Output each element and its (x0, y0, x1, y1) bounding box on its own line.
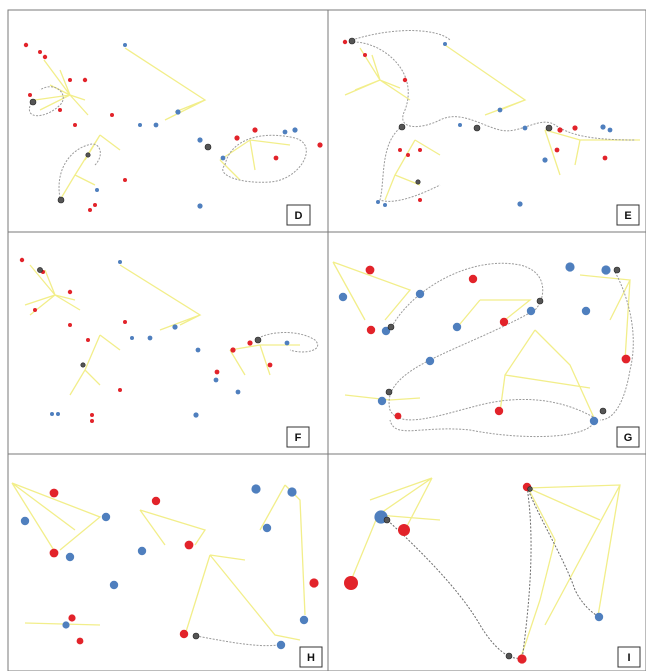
panel-e-agents (348, 37, 553, 185)
panel-e-label-box (616, 204, 640, 226)
panel-h-routes (195, 635, 279, 647)
panel-h-agents (192, 632, 200, 640)
panel-g-label: G (624, 432, 633, 444)
panel-h: H (7, 453, 329, 671)
panel-i-agents (383, 486, 533, 660)
panel-d-frame (7, 9, 329, 233)
panel-g-agents (385, 266, 621, 415)
panel-g-nodes (338, 262, 631, 426)
panel-e: E (327, 9, 646, 233)
panel-h-nodes (20, 484, 319, 650)
panel-e-label: E (624, 210, 631, 222)
panel-i-label-box (617, 646, 641, 668)
panel-i-frame (327, 453, 646, 671)
panel-g-edges (332, 261, 632, 421)
panel-g-routes (388, 262, 634, 438)
panel-d-nodes (23, 42, 323, 212)
panel-f-label-box (286, 426, 310, 448)
panel-h-label: H (307, 652, 315, 664)
panel-f-routes (254, 332, 318, 353)
panel-e-frame (327, 9, 646, 233)
panel-i: I (327, 453, 646, 671)
panel-g-frame (327, 231, 646, 455)
panel-d-edges (34, 47, 291, 201)
panel-f: F (7, 231, 329, 455)
panel-i-routes (384, 486, 599, 661)
panel-g: G (327, 231, 646, 455)
panel-d-agents (29, 98, 212, 204)
panel-d-routes (28, 86, 307, 199)
panel-f-label: F (295, 432, 302, 444)
panel-d: D (7, 9, 329, 233)
panel-e-nodes (342, 39, 613, 207)
panel-f-agents (37, 267, 262, 368)
panel-g-label-box (616, 426, 640, 448)
panel-e-edges (344, 44, 640, 201)
panel-h-label-box (299, 646, 323, 668)
panel-f-frame (7, 231, 329, 455)
panel-i-label: I (627, 652, 630, 664)
panel-h-frame (7, 453, 329, 671)
panel-d-label-box (286, 204, 311, 226)
panel-i-nodes (344, 482, 604, 664)
panel-d-label: D (295, 210, 303, 222)
panel-f-nodes (19, 257, 290, 423)
